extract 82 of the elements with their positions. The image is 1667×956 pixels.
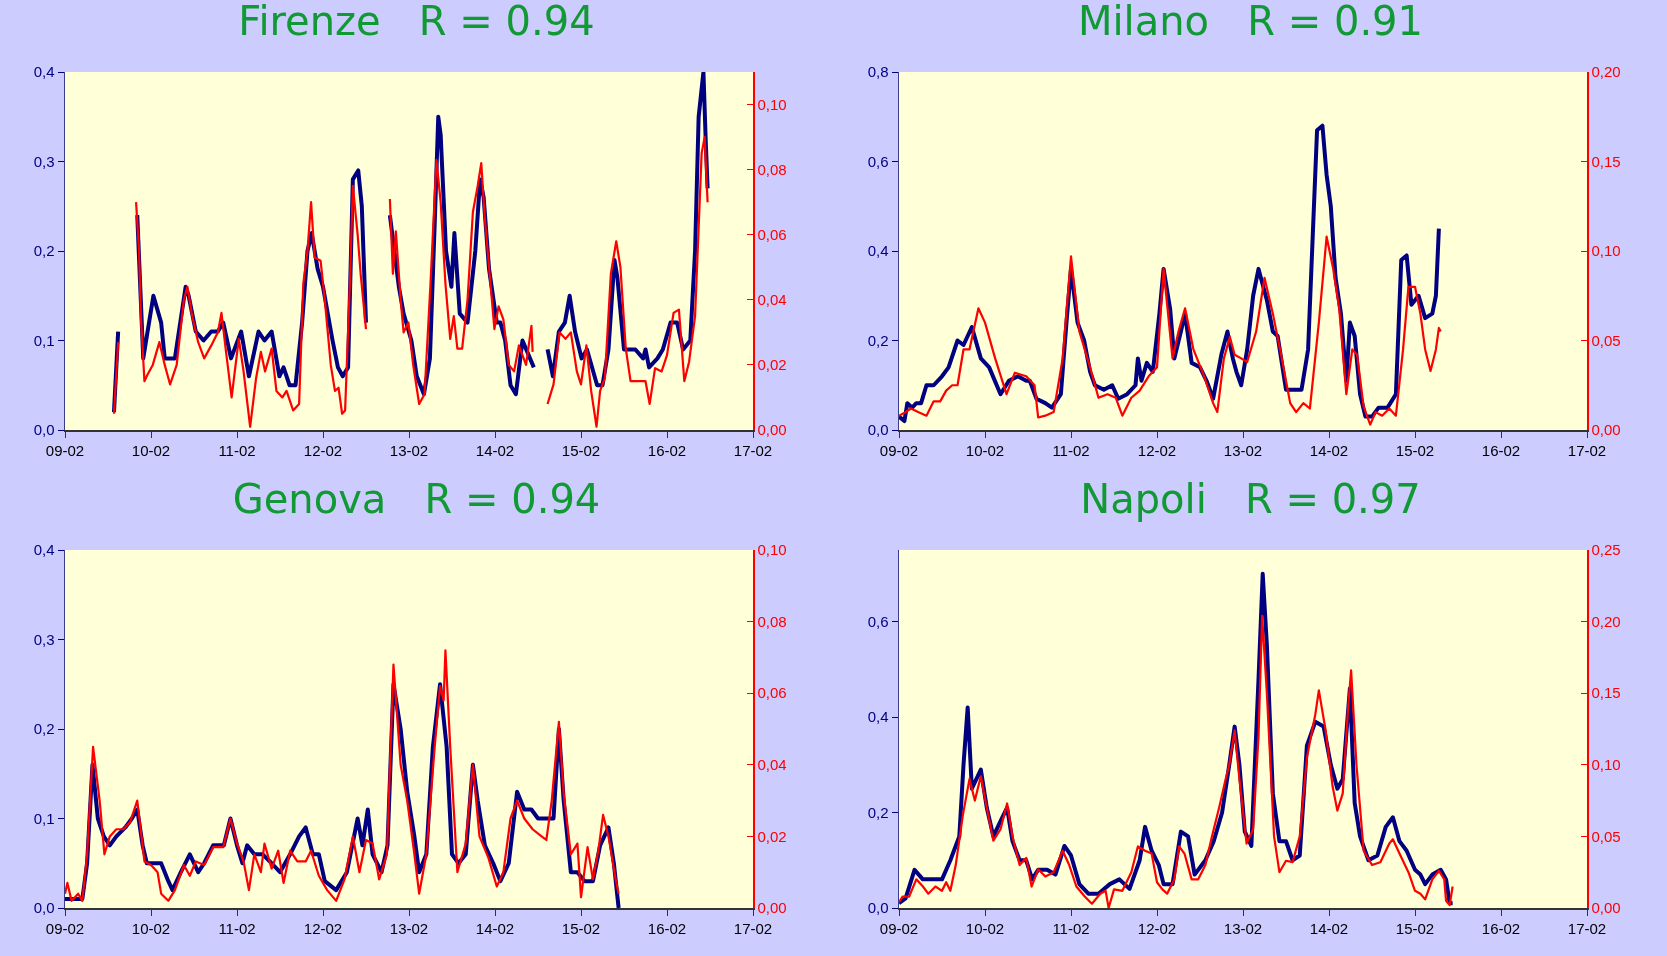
x-tick-label: 14-02 — [475, 441, 515, 459]
y-tick-label: 0,2 — [33, 720, 55, 738]
x-tick-label: 09-02 — [879, 441, 919, 459]
x-tick-label: 16-02 — [1481, 441, 1521, 459]
y-tick-label: 0,4 — [867, 242, 889, 260]
x-tick-label: 16-02 — [647, 919, 687, 937]
y2-tick-label: 0,20 — [1591, 63, 1621, 81]
x-tick-label: 09-02 — [879, 919, 919, 937]
x-tick-label: 14-02 — [1309, 441, 1349, 459]
x-tick-label: 10-02 — [965, 919, 1005, 937]
y2-tick-label: 0,06 — [757, 684, 787, 702]
y-tick-label: 0,2 — [33, 242, 55, 260]
x-tick-label: 09-02 — [45, 441, 85, 459]
chart-title: Firenze R = 0.94 — [238, 0, 595, 45]
x-tick-label: 13-02 — [389, 441, 429, 459]
x-tick-label: 10-02 — [131, 441, 171, 459]
y-tick-label: 0,1 — [33, 809, 55, 827]
y-tick-label: 0,8 — [867, 63, 889, 81]
y-tick-label: 0,3 — [33, 630, 55, 648]
x-tick-label: 17-02 — [733, 919, 773, 937]
x-tick-label: 12-02 — [303, 441, 343, 459]
y2-tick-label: 0,10 — [757, 95, 787, 113]
x-tick-label: 17-02 — [733, 441, 773, 459]
x-tick-label: 09-02 — [45, 919, 85, 937]
x-tick-label: 13-02 — [1223, 441, 1263, 459]
x-tick-label: 15-02 — [561, 441, 601, 459]
y2-tick-label: 0,05 — [1591, 827, 1621, 845]
x-tick-label: 12-02 — [1137, 919, 1177, 937]
chart-title: Napoli R = 0.97 — [1080, 476, 1421, 523]
y-tick-label: 0,2 — [867, 331, 889, 349]
y-tick-label: 0,1 — [33, 331, 55, 349]
x-tick-label: 14-02 — [475, 919, 515, 937]
x-tick-label: 13-02 — [389, 919, 429, 937]
y2-tick-label: 0,15 — [1591, 152, 1621, 170]
y2-tick-label: 0,10 — [757, 541, 787, 559]
x-tick-label: 12-02 — [303, 919, 343, 937]
x-tick-label: 15-02 — [1395, 441, 1435, 459]
x-tick-label: 16-02 — [1481, 919, 1521, 937]
y-tick-label: 0,0 — [33, 899, 55, 917]
x-tick-label: 17-02 — [1567, 441, 1607, 459]
y-tick-label: 0,0 — [867, 899, 889, 917]
y-tick-label: 0,6 — [867, 152, 889, 170]
x-tick-label: 11-02 — [218, 919, 256, 937]
x-tick-label: 13-02 — [1223, 919, 1263, 937]
y2-tick-label: 0,00 — [757, 899, 787, 917]
x-tick-label: 10-02 — [131, 919, 171, 937]
y2-tick-label: 0,05 — [1591, 331, 1621, 349]
y-tick-label: 0,4 — [867, 708, 889, 726]
y-tick-label: 0,0 — [33, 421, 55, 439]
y2-tick-label: 0,00 — [1591, 421, 1621, 439]
y2-tick-label: 0,10 — [1591, 756, 1621, 774]
x-tick-label: 15-02 — [561, 919, 601, 937]
y2-tick-label: 0,08 — [757, 612, 787, 630]
x-tick-label: 11-02 — [1052, 441, 1090, 459]
chart-title: Genova R = 0.94 — [232, 476, 601, 523]
y2-tick-label: 0,00 — [757, 421, 787, 439]
x-tick-label: 12-02 — [1137, 441, 1177, 459]
y2-tick-label: 0,02 — [757, 827, 787, 845]
y-tick-label: 0,0 — [867, 421, 889, 439]
x-tick-label: 11-02 — [218, 441, 256, 459]
x-tick-label: 10-02 — [965, 441, 1005, 459]
x-tick-label: 15-02 — [1395, 919, 1435, 937]
x-tick-label: 17-02 — [1567, 919, 1607, 937]
y2-tick-label: 0,00 — [1591, 899, 1621, 917]
x-tick-label: 16-02 — [647, 441, 687, 459]
x-tick-label: 14-02 — [1309, 919, 1349, 937]
y-tick-label: 0,3 — [33, 152, 55, 170]
y2-tick-label: 0,25 — [1591, 541, 1621, 559]
y-tick-label: 0,4 — [33, 63, 55, 81]
y2-tick-label: 0,02 — [757, 356, 787, 374]
y2-tick-label: 0,04 — [757, 291, 787, 309]
y-tick-label: 0,6 — [867, 612, 889, 630]
y2-tick-label: 0,10 — [1591, 242, 1621, 260]
y2-tick-label: 0,04 — [757, 756, 787, 774]
y-tick-label: 0,4 — [33, 541, 55, 559]
y2-tick-label: 0,06 — [757, 225, 787, 243]
y-tick-label: 0,2 — [867, 803, 889, 821]
y2-tick-label: 0,08 — [757, 160, 787, 178]
y2-tick-label: 0,20 — [1591, 612, 1621, 630]
chart-title: Milano R = 0.91 — [1077, 0, 1424, 45]
x-tick-label: 11-02 — [1052, 919, 1090, 937]
y2-tick-label: 0,15 — [1591, 684, 1621, 702]
